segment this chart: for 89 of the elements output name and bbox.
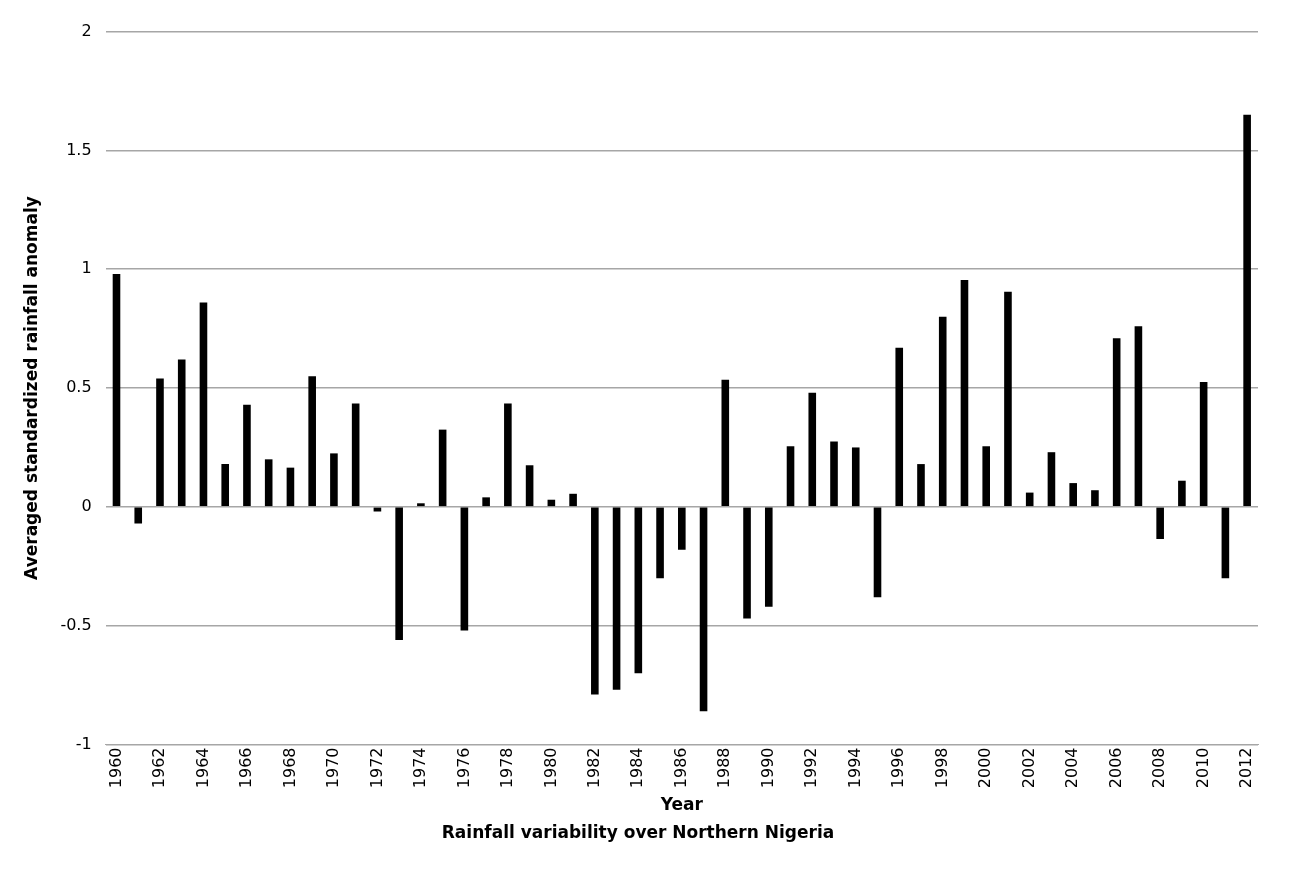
bar [1178, 480, 1186, 507]
bar [395, 507, 403, 640]
x-tick-label: 2006 [1105, 747, 1125, 789]
bar [525, 465, 534, 507]
bar [678, 507, 686, 550]
x-tick-label: 1970 [323, 747, 343, 789]
bar [177, 359, 186, 507]
y-tick-label: -0.5 [60, 614, 92, 634]
bar [1134, 326, 1143, 507]
bar [1156, 507, 1164, 539]
y-tick-label: 1.5 [66, 139, 92, 159]
x-axis-title: Year [659, 793, 704, 814]
bar [264, 459, 273, 507]
bar [286, 467, 295, 507]
y-axis-title: Averaged standardized rainfall anomaly [20, 196, 41, 580]
x-tick-label: 1982 [583, 747, 603, 789]
x-tick-label: 1990 [757, 747, 777, 789]
y-tick-label: 1 [81, 258, 92, 278]
bar [960, 279, 969, 507]
bar [1025, 492, 1034, 507]
bar [504, 403, 512, 507]
x-tick-label: 1994 [844, 747, 864, 789]
y-tick-label: 2 [81, 20, 92, 40]
x-tick-label: 1974 [410, 747, 430, 789]
bar [764, 507, 773, 607]
bar [721, 379, 730, 507]
bar [1199, 382, 1208, 507]
x-tick-label: 2000 [975, 747, 995, 789]
bar [1069, 483, 1077, 507]
bar [982, 446, 991, 507]
x-tick-label: 1986 [670, 747, 690, 789]
bar [612, 507, 621, 690]
bar [808, 392, 817, 507]
bar [786, 446, 795, 507]
x-tick-label: 1984 [627, 747, 647, 789]
x-tick-label: 1996 [888, 747, 908, 789]
text: Rainfall variability over Northern Nigeria [441, 822, 835, 843]
x-tick-label: 1962 [149, 747, 169, 789]
bar [112, 273, 121, 507]
y-tick-label: -1 [75, 733, 92, 753]
bar [699, 507, 708, 712]
x-tick-label: 2012 [1236, 747, 1256, 789]
bar [308, 376, 316, 507]
x-tick-label: 1980 [540, 747, 560, 789]
bar [330, 453, 338, 507]
bar [1091, 490, 1099, 507]
bar [634, 507, 643, 674]
bar [438, 429, 447, 507]
bar [156, 378, 164, 507]
bar [591, 507, 599, 695]
bar [243, 404, 251, 507]
x-tick-label: 1964 [192, 747, 212, 789]
x-tick-label: 1972 [366, 747, 386, 789]
bar [895, 347, 904, 507]
bar [373, 507, 382, 512]
bar [460, 507, 469, 631]
x-tick-label: 1992 [801, 747, 821, 789]
x-tick-label: 2002 [1018, 747, 1038, 789]
bar [873, 507, 882, 598]
x-tick-label: 1960 [105, 747, 125, 789]
x-tick-label: 2010 [1192, 747, 1212, 789]
x-tick-label: 1976 [453, 747, 473, 789]
bar [134, 507, 143, 524]
y-tick-label: 0 [81, 496, 92, 516]
bar [743, 507, 751, 619]
bar [1221, 507, 1230, 579]
bar [221, 464, 230, 507]
bar [351, 403, 360, 507]
bar [1243, 114, 1251, 507]
bar [482, 497, 490, 507]
bar [938, 316, 947, 507]
bar [851, 447, 860, 507]
x-tick-label: 2004 [1062, 747, 1082, 789]
bar [199, 302, 208, 507]
bar [830, 441, 838, 507]
x-tick-label: 2008 [1149, 747, 1169, 789]
bar [1112, 338, 1121, 507]
bar [569, 493, 577, 507]
y-tick-label: 0.5 [66, 377, 92, 397]
bar [656, 507, 664, 579]
x-tick-label: 1998 [931, 747, 951, 789]
bar [1004, 291, 1012, 507]
bar [417, 503, 425, 507]
x-tick-label: 1968 [279, 747, 299, 789]
x-tick-label: 1966 [236, 747, 256, 789]
bar [917, 464, 925, 507]
bar [1047, 452, 1056, 507]
x-tick-label: 1978 [497, 747, 517, 789]
x-tick-label: 1988 [714, 747, 734, 789]
